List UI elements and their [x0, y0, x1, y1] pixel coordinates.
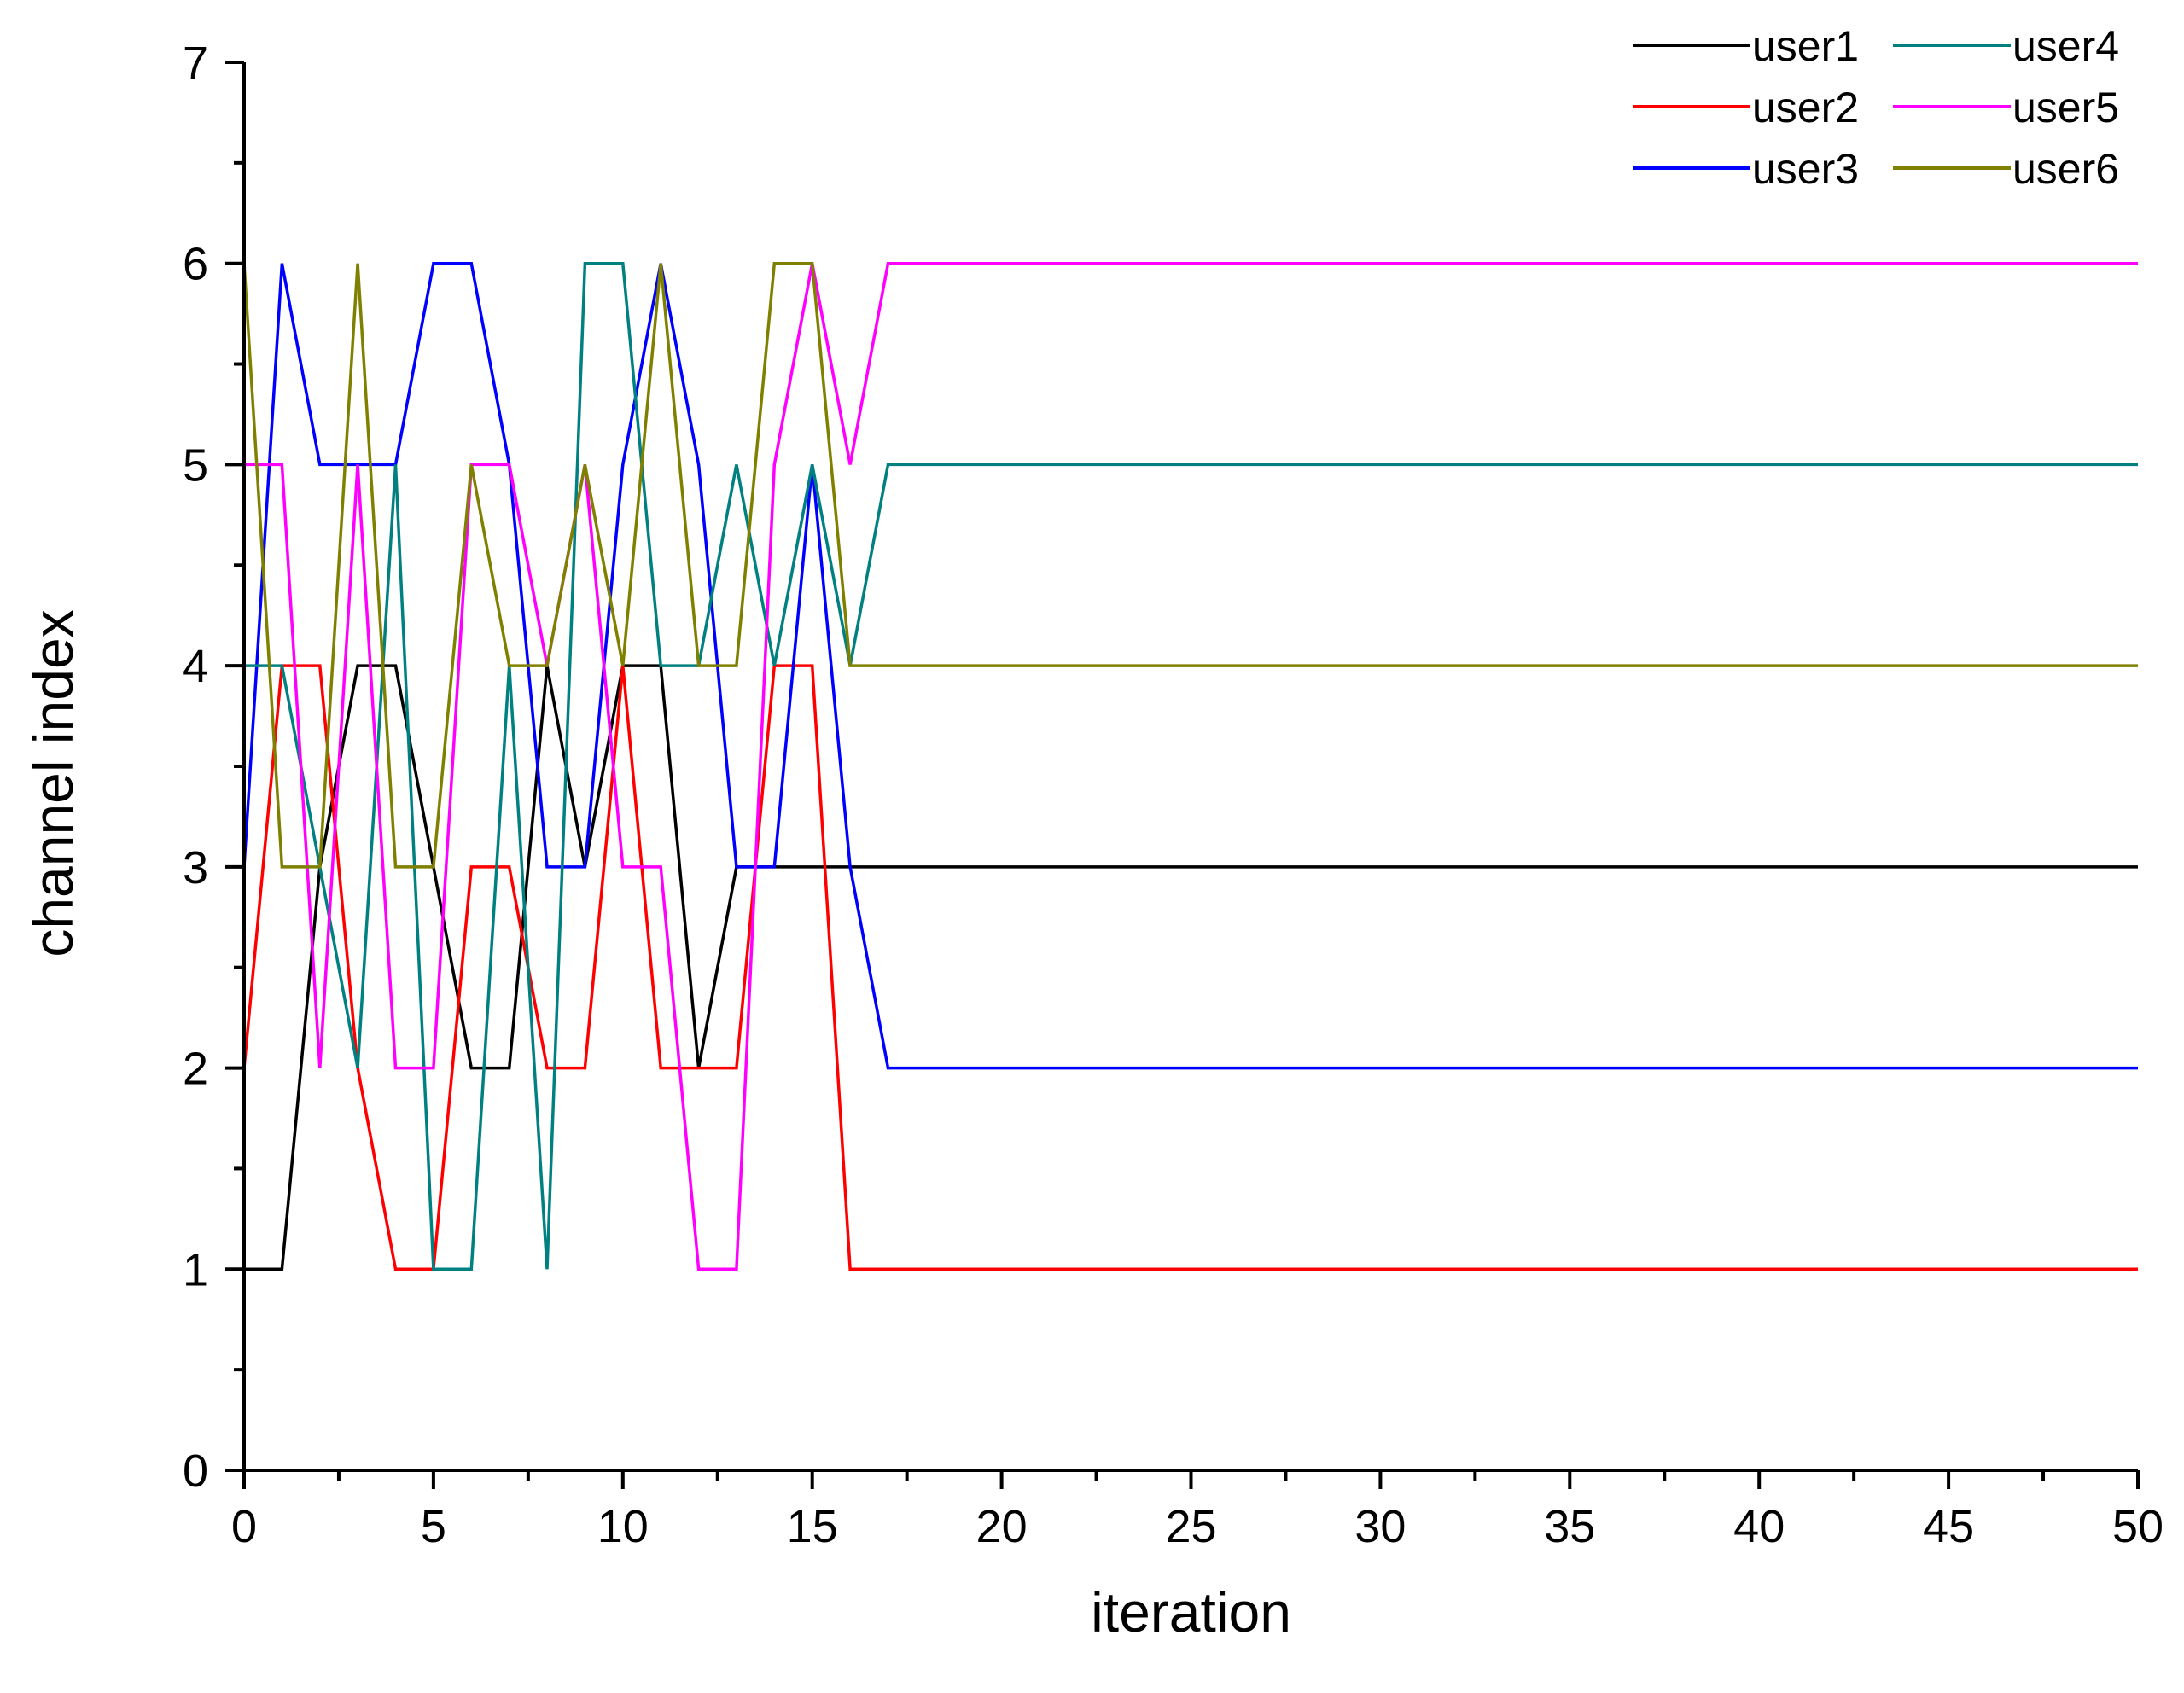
- y-tick-label: 4: [183, 641, 208, 692]
- legend-label-user4: user4: [2012, 22, 2119, 70]
- x-tick-label: 20: [976, 1501, 1028, 1552]
- y-axis-title: channel index: [21, 609, 84, 957]
- x-axis-title: iteration: [1091, 1580, 1291, 1644]
- y-tick-label: 5: [183, 439, 208, 491]
- legend-label-user5: user5: [2012, 84, 2119, 131]
- legend: user1 user2 user3 user4 user5 user6: [1633, 22, 2119, 193]
- y-tick-label: 6: [183, 239, 208, 290]
- y-tick-label: 1: [183, 1244, 208, 1295]
- x-tick-label: 15: [787, 1501, 838, 1552]
- x-tick-label: 30: [1354, 1501, 1406, 1552]
- x-tick-label: 10: [597, 1501, 649, 1552]
- y-tick-label: 7: [183, 38, 208, 89]
- x-tick-label: 5: [421, 1501, 446, 1552]
- legend-label-user2: user2: [1752, 84, 1859, 131]
- y-tick-label: 3: [183, 842, 208, 893]
- legend-label-user6: user6: [2012, 145, 2119, 193]
- x-tick-label: 40: [1733, 1501, 1785, 1552]
- x-tick-label: 45: [1923, 1501, 1974, 1552]
- x-tick-label: 35: [1544, 1501, 1595, 1552]
- series-line-user4: [244, 261, 2138, 1271]
- series-line-user2: [242, 664, 2138, 1271]
- legend-label-user1: user1: [1752, 22, 1859, 70]
- y-tick-label: 2: [183, 1044, 208, 1095]
- x-tick-label: 25: [1165, 1501, 1216, 1552]
- series-line-user3: [242, 261, 2138, 1070]
- x-tick-label: 0: [231, 1501, 257, 1552]
- y-tick-label: 0: [183, 1446, 208, 1497]
- series-layer: [242, 261, 2138, 1271]
- legend-label-user3: user3: [1752, 145, 1859, 193]
- series-line-user1: [244, 664, 2138, 1271]
- series-line-user6: [242, 261, 2138, 869]
- x-tick-label: 50: [2112, 1501, 2164, 1552]
